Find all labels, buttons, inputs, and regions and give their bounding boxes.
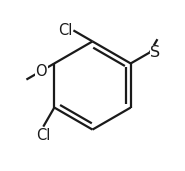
Text: O: O — [35, 64, 47, 79]
Text: Cl: Cl — [36, 128, 51, 143]
Text: Cl: Cl — [58, 23, 73, 38]
Text: S: S — [150, 45, 160, 60]
